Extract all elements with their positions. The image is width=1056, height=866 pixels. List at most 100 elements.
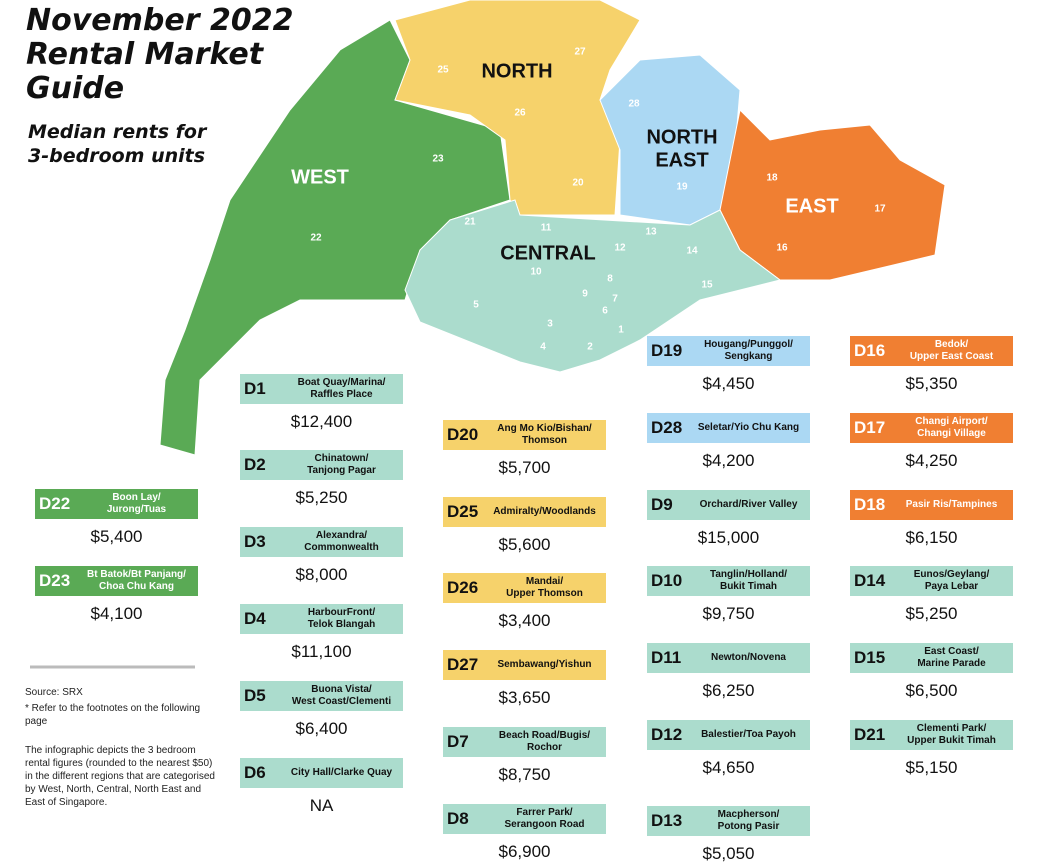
district-rent: $11,100 xyxy=(291,642,352,661)
district-name-line: Boat Quay/Marina/ xyxy=(297,377,386,388)
district-code: D4 xyxy=(244,609,266,628)
district-rent: $5,700 xyxy=(498,458,551,477)
district-code: D28 xyxy=(651,418,683,437)
district-box: D13 Macpherson/Potong Pasir xyxy=(647,806,810,836)
district-name-line: Beach Road/Bugis/ xyxy=(498,730,591,741)
district-code: D18 xyxy=(854,495,886,514)
district-name-line: Sengkang xyxy=(724,351,773,362)
district-box: D27 Sembawang/Yishun xyxy=(443,650,606,680)
district-name-line: Marine Parade xyxy=(917,658,986,669)
district-number: 26 xyxy=(514,108,526,119)
title-line: Guide xyxy=(26,71,125,106)
district-name-line: East Coast/ xyxy=(924,646,979,657)
district-name-line: Bukit Timah xyxy=(719,581,778,592)
district-name: Clementi Park/Upper Bukit Timah xyxy=(892,720,1011,750)
region-label: NORTH xyxy=(481,60,552,82)
district-rent: $4,450 xyxy=(702,374,755,393)
district-name: Boon Lay/Jurong/Tuas xyxy=(77,489,196,519)
district-code: D27 xyxy=(447,655,479,674)
district-code: D12 xyxy=(651,725,683,744)
district-number: 27 xyxy=(574,47,586,58)
district-rent: $5,250 xyxy=(295,488,348,507)
district-box: D9 Orchard/River Valley xyxy=(647,490,810,520)
district-box: D2 Chinatown/Tanjong Pagar xyxy=(240,450,403,480)
district-name: Beach Road/Bugis/Rochor xyxy=(485,727,604,757)
district-code: D8 xyxy=(447,809,469,828)
district-box: D16 Bedok/Upper East Coast xyxy=(850,336,1013,366)
district-name-line: Telok Blangah xyxy=(307,619,376,630)
district-box: D18 Pasir Ris/Tampines xyxy=(850,490,1013,520)
district-name-line: Tanjong Pagar xyxy=(307,465,376,476)
district-rent: $9,750 xyxy=(702,604,755,623)
region-label: NORTH xyxy=(646,126,717,148)
district-rent: $5,350 xyxy=(905,374,958,393)
district-name: Macpherson/Potong Pasir xyxy=(689,806,808,836)
district-name: Eunos/Geylang/Paya Lebar xyxy=(892,566,1011,596)
district-number: 10 xyxy=(530,267,542,278)
district-name-line: Commonwealth xyxy=(304,542,379,553)
district-rent: $15,000 xyxy=(697,528,760,547)
district-rent: $6,500 xyxy=(905,681,958,700)
district-number: 7 xyxy=(612,294,618,305)
district-code: D3 xyxy=(244,532,266,551)
district-name: Bedok/Upper East Coast xyxy=(892,336,1011,366)
district-name-line: Jurong/Tuas xyxy=(106,504,167,515)
district-name: HarbourFront/Telok Blangah xyxy=(282,604,401,634)
subtitle-line: Median rents for xyxy=(28,121,207,143)
district-number: 17 xyxy=(874,204,886,215)
district-name: Orchard/River Valley xyxy=(689,490,808,520)
district-name-line: Seletar/Yio Chu Kang xyxy=(697,422,800,433)
district-name: Buona Vista/West Coast/Clementi xyxy=(282,681,401,711)
district-name-line: Admiralty/Woodlands xyxy=(493,506,596,517)
district-name-line: Chinatown/ xyxy=(314,453,369,464)
district-code: D7 xyxy=(447,732,469,751)
district-box: D8 Farrer Park/Serangoon Road xyxy=(443,804,606,834)
district-box: D6 City Hall/Clarke Quay xyxy=(240,758,403,788)
district-code: D16 xyxy=(854,341,886,360)
district-rent: $4,650 xyxy=(702,758,755,777)
district-code: D14 xyxy=(854,571,886,590)
district-code: D23 xyxy=(39,571,71,590)
district-rent: $6,900 xyxy=(498,842,551,861)
district-name-line: West Coast/Clementi xyxy=(291,696,392,707)
district-box: D7 Beach Road/Bugis/Rochor xyxy=(443,727,606,757)
district-number: 14 xyxy=(686,246,698,257)
district-number: 4 xyxy=(540,342,546,353)
district-number: 6 xyxy=(602,306,608,317)
district-code: D19 xyxy=(651,341,683,360)
district-code: D5 xyxy=(244,686,266,705)
district-rent: $3,650 xyxy=(498,688,551,707)
district-number: 19 xyxy=(676,182,688,193)
district-rent: $4,100 xyxy=(90,604,143,623)
district-box: D17 Changi Airport/Changi Village xyxy=(850,413,1013,443)
region-label: EAST xyxy=(785,195,838,217)
region-west xyxy=(159,19,511,456)
district-name-line: Farrer Park/ xyxy=(516,807,573,818)
district-name: Mandai/Upper Thomson xyxy=(485,573,604,603)
district-name-line: Upper Thomson xyxy=(506,588,583,599)
district-name-line: Sembawang/Yishun xyxy=(497,659,592,670)
district-number: 25 xyxy=(437,65,449,76)
district-name-line: Hougang/Punggol/ xyxy=(704,339,793,350)
district-box: D26 Mandai/Upper Thomson xyxy=(443,573,606,603)
district-box: D3 Alexandra/Commonwealth xyxy=(240,527,403,557)
district-name-line: Serangoon Road xyxy=(504,819,585,830)
region-label: EAST xyxy=(655,149,708,171)
district-name: Bt Batok/Bt Panjang/Choa Chu Kang xyxy=(77,566,196,596)
district-box: D19 Hougang/Punggol/Sengkang xyxy=(647,336,810,366)
title-line: Rental Market xyxy=(26,37,264,72)
district-name: Balestier/Toa Payoh xyxy=(689,720,808,750)
district-rent: $5,400 xyxy=(90,527,143,546)
district-code: D15 xyxy=(854,648,886,667)
district-name: Ang Mo Kio/Bishan/Thomson xyxy=(485,420,604,450)
district-name-line: Boon Lay/ xyxy=(112,492,161,503)
district-name-line: Raffles Place xyxy=(310,389,373,400)
district-number: 12 xyxy=(614,243,626,254)
district-rent: $8,750 xyxy=(498,765,551,784)
district-rent: $3,400 xyxy=(498,611,551,630)
district-name-line: Orchard/River Valley xyxy=(699,499,798,510)
district-name-line: Upper East Coast xyxy=(909,351,994,362)
district-code: D2 xyxy=(244,455,266,474)
district-box: D23 Bt Batok/Bt Panjang/Choa Chu Kang xyxy=(35,566,198,596)
district-name-line: Mandai/ xyxy=(525,576,564,587)
